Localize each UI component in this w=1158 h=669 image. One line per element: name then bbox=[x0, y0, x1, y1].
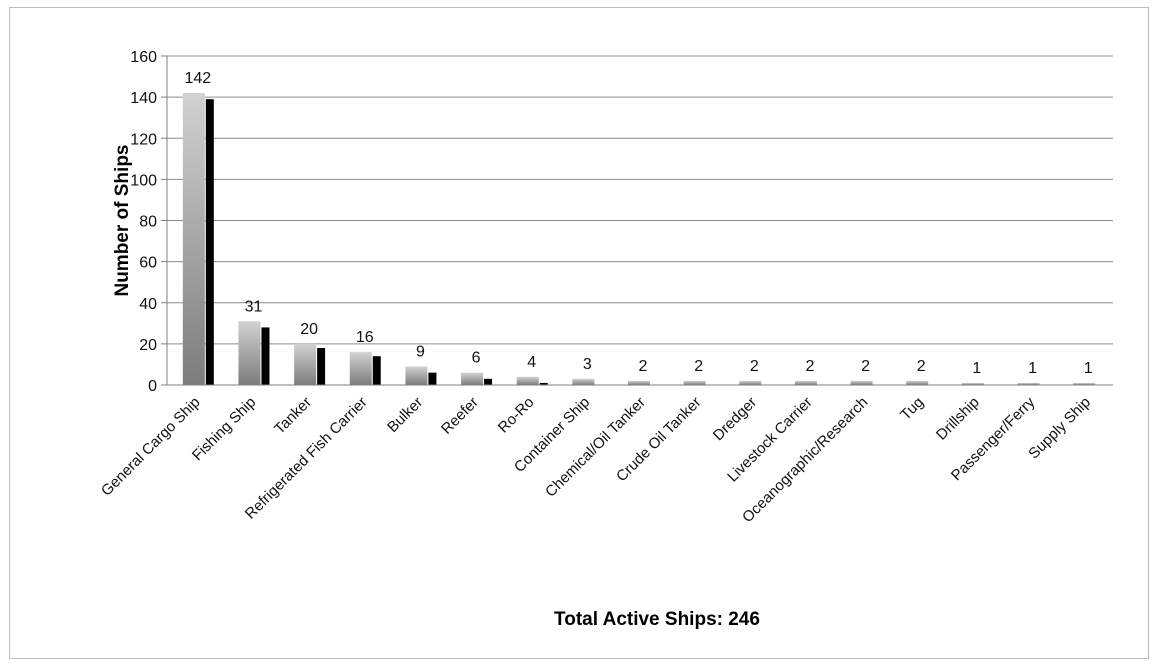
bars bbox=[183, 93, 1095, 385]
data-label: 31 bbox=[245, 298, 263, 315]
y-tick-label: 80 bbox=[139, 214, 157, 231]
data-label: 2 bbox=[805, 358, 814, 375]
bar-series-2 bbox=[261, 327, 269, 385]
bar-series-2 bbox=[373, 356, 381, 385]
data-label: 2 bbox=[639, 358, 648, 375]
data-label: 6 bbox=[472, 350, 481, 367]
bar-series-1 bbox=[684, 381, 706, 385]
data-label: 1 bbox=[1084, 360, 1093, 377]
bar-series-1 bbox=[405, 366, 427, 385]
x-axis-title: Total Active Ships: 246 bbox=[554, 609, 760, 630]
x-tick-label: Reefer bbox=[438, 394, 482, 438]
bar-series-2 bbox=[317, 348, 325, 385]
data-label: 3 bbox=[583, 356, 592, 373]
data-labels: 142 31 20 16 9 6 4 3 2 2 2 2 2 2 1 1 1 bbox=[184, 70, 1092, 377]
data-label: 16 bbox=[356, 329, 374, 346]
y-tick-label: 160 bbox=[130, 49, 157, 66]
bar-series-2 bbox=[206, 99, 214, 385]
bar-series-1 bbox=[739, 381, 761, 385]
y-tick-label: 60 bbox=[139, 255, 157, 272]
bar-series-1 bbox=[238, 321, 260, 385]
y-tick-label: 0 bbox=[148, 378, 157, 395]
data-label: 1 bbox=[1028, 360, 1037, 377]
y-tick-label: 100 bbox=[130, 172, 157, 189]
x-tick-label: Ro-Ro bbox=[495, 394, 538, 437]
y-tick-label: 40 bbox=[139, 296, 157, 313]
data-label: 20 bbox=[300, 321, 318, 338]
x-tick-label: Bulker bbox=[384, 394, 426, 436]
x-tick-label: Drillship bbox=[933, 394, 983, 444]
gridlines bbox=[167, 56, 1113, 344]
bar-series-1 bbox=[906, 381, 928, 385]
y-axis-title: Number of Ships bbox=[112, 144, 133, 296]
data-label: 142 bbox=[184, 70, 211, 87]
bar-chart: 0 20 40 60 80 100 120 140 160 142 31 20 16 9 6 4 3 2 2 2 2 2… bbox=[10, 8, 1150, 660]
bar-series-1 bbox=[294, 344, 316, 385]
data-label: 4 bbox=[527, 354, 536, 371]
data-label: 9 bbox=[416, 343, 425, 360]
x-tick-label: General Cargo Ship bbox=[98, 394, 204, 500]
data-label: 2 bbox=[861, 358, 870, 375]
x-tick-label: Dredger bbox=[710, 394, 760, 444]
bar-series-1 bbox=[183, 93, 205, 385]
y-axis-ticks: 0 20 40 60 80 100 120 140 160 bbox=[130, 49, 167, 395]
data-label: 2 bbox=[917, 358, 926, 375]
x-tick-label: Tug bbox=[897, 394, 927, 424]
bar-series-1 bbox=[795, 381, 817, 385]
bar-series-2 bbox=[484, 379, 492, 385]
bar-series-1 bbox=[517, 377, 539, 385]
bar-series-1 bbox=[851, 381, 873, 385]
data-label: 2 bbox=[694, 358, 703, 375]
data-label: 1 bbox=[972, 360, 981, 377]
y-tick-label: 120 bbox=[130, 131, 157, 148]
x-tick-label: Tanker bbox=[271, 394, 315, 438]
chart-frame: 0 20 40 60 80 100 120 140 160 142 31 20 16 9 6 4 3 2 2 2 2 2… bbox=[9, 7, 1149, 659]
x-tick-label: Chemical/Oil Tanker bbox=[542, 394, 649, 501]
bar-series-1 bbox=[461, 373, 483, 385]
bar-series-1 bbox=[628, 381, 650, 385]
y-tick-label: 20 bbox=[139, 337, 157, 354]
bar-series-1 bbox=[572, 379, 594, 385]
bar-series-2 bbox=[428, 373, 436, 385]
data-label: 2 bbox=[750, 358, 759, 375]
y-tick-label: 140 bbox=[130, 90, 157, 107]
bar-series-1 bbox=[350, 352, 372, 385]
